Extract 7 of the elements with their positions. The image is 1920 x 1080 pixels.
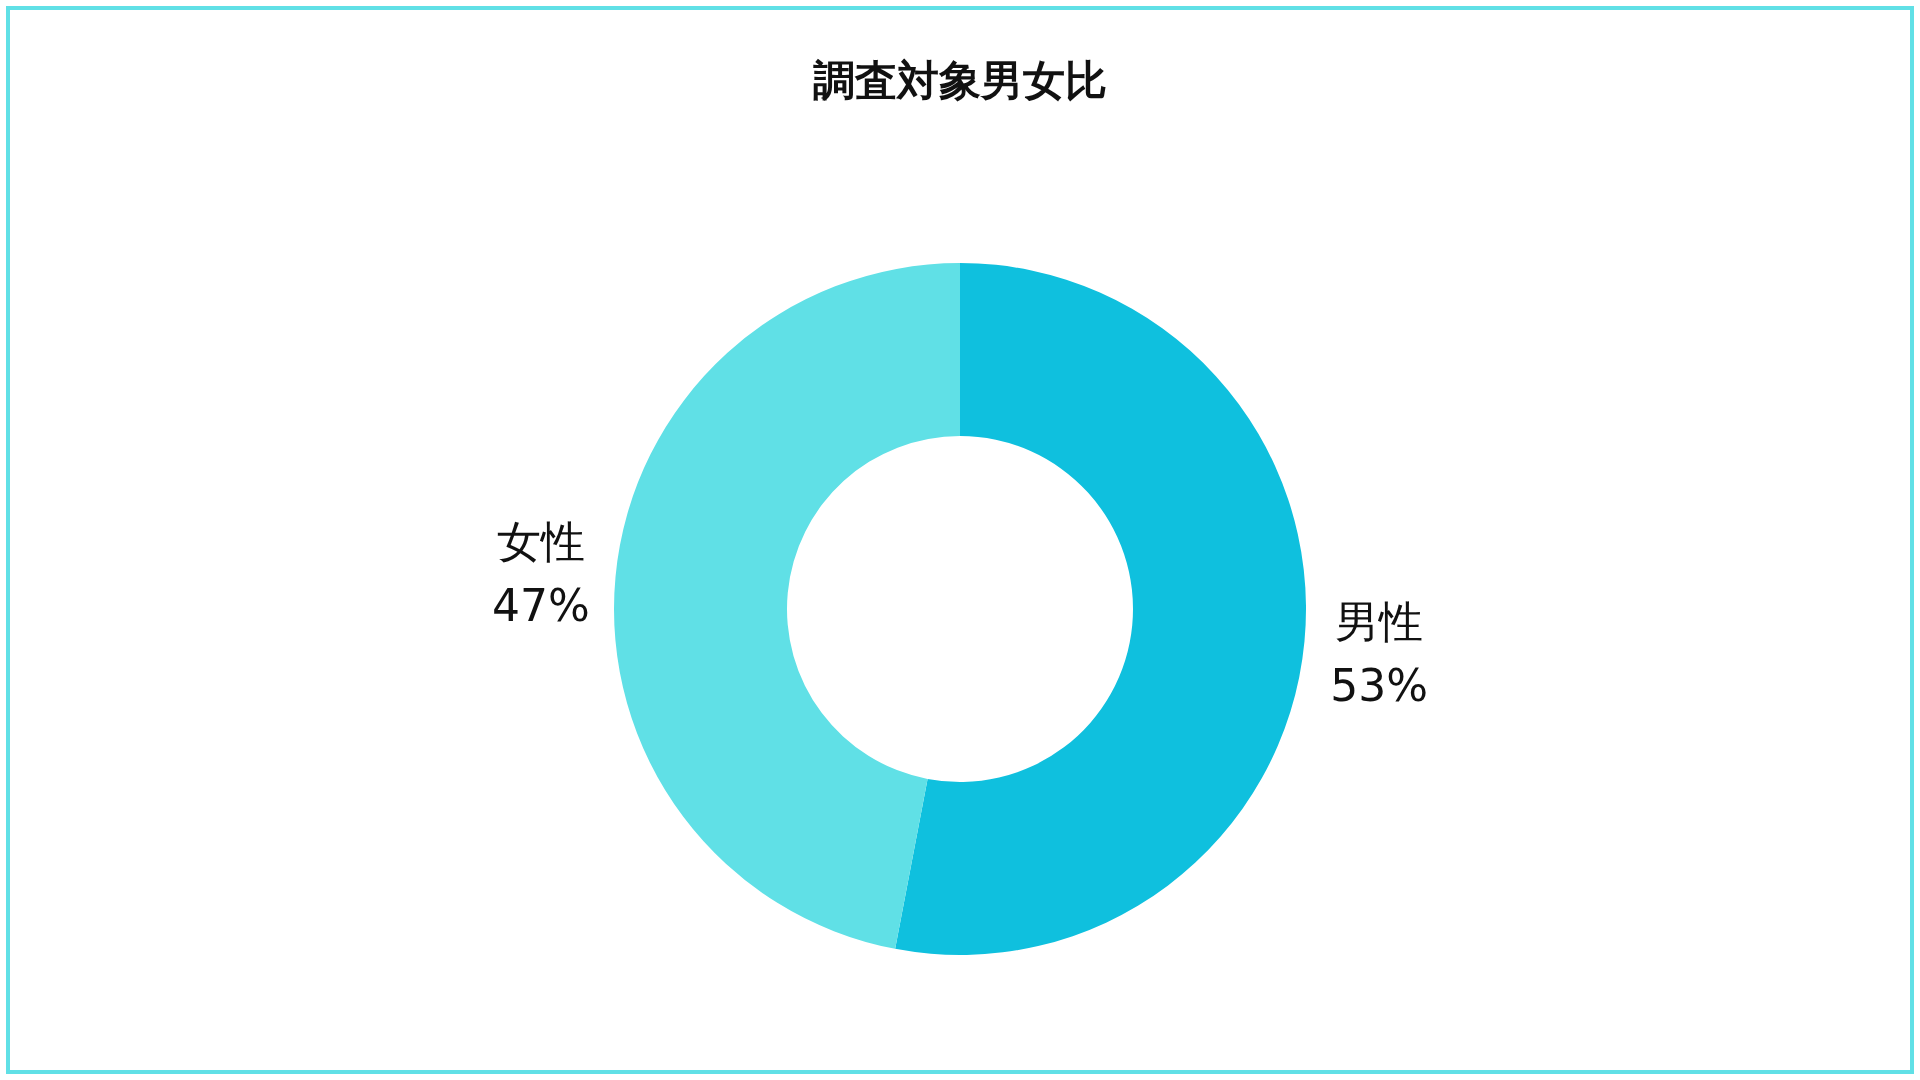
slice-label: 女性 — [496, 516, 585, 568]
data-label: 47% — [491, 580, 590, 632]
donut-slice — [895, 263, 1306, 955]
data-label: 53% — [1330, 659, 1429, 711]
slice-label: 男性 — [1335, 595, 1424, 647]
chart-title: 調査対象男女比 — [813, 56, 1107, 105]
donut-slice — [614, 263, 960, 949]
